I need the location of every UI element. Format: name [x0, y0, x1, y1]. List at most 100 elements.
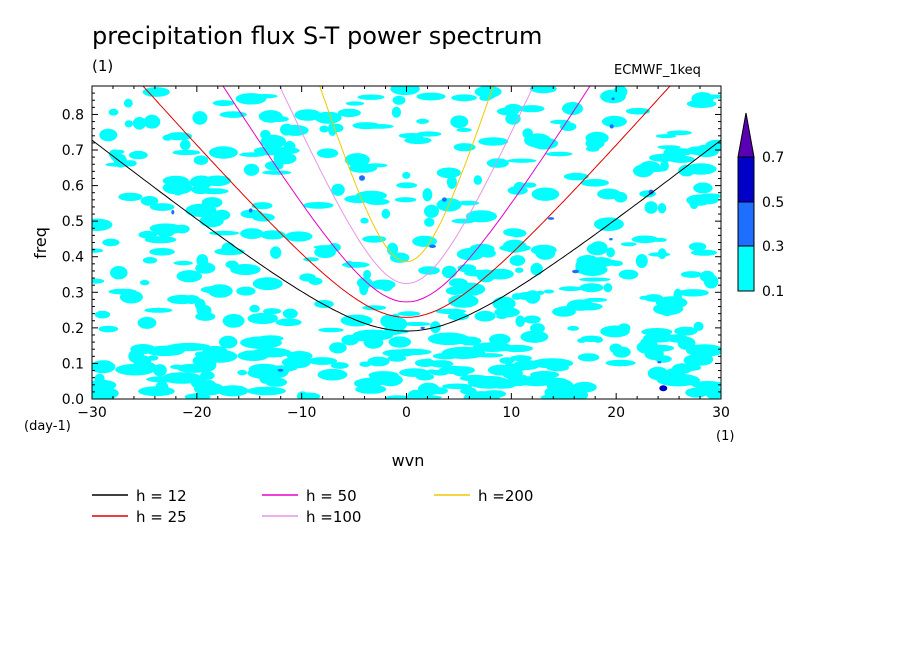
power-cell — [381, 208, 391, 219]
power-cell — [576, 255, 599, 267]
power-cell — [110, 266, 128, 280]
power-cell — [402, 171, 411, 179]
power-cell — [142, 257, 158, 264]
power-cell — [480, 249, 496, 258]
power-cell — [240, 228, 264, 240]
power-cell — [691, 249, 717, 256]
power-cell — [357, 94, 385, 100]
power-cell — [149, 203, 175, 211]
power-cell — [318, 327, 344, 333]
curve-h50 — [222, 86, 591, 303]
power-cell — [620, 242, 637, 247]
curve-h100 — [279, 86, 534, 285]
power-cell — [307, 357, 338, 365]
power-cell — [239, 152, 266, 157]
power-cell — [518, 105, 545, 113]
power-cell — [703, 274, 719, 289]
power-cell-high — [609, 238, 613, 241]
power-cell — [137, 316, 157, 329]
power-cell — [510, 355, 532, 362]
power-cell — [530, 358, 574, 369]
power-cell — [390, 86, 420, 96]
power-cell — [190, 376, 208, 388]
power-cell — [367, 356, 390, 367]
power-cell — [193, 155, 209, 165]
power-cell — [507, 158, 537, 163]
power-cell — [167, 294, 197, 305]
x-tick-label: 10 — [502, 405, 520, 421]
power-cell — [579, 283, 604, 293]
power-cell — [678, 164, 695, 177]
y-tick-label: 0.3 — [62, 285, 84, 301]
y-tick-label: 0.8 — [62, 107, 84, 123]
power-cell — [316, 148, 339, 158]
power-cell — [577, 338, 587, 343]
colorbar-label: 0.1 — [762, 284, 784, 300]
power-cell — [180, 139, 191, 151]
legend-label-h12: h = 12 — [136, 487, 187, 505]
power-cell — [317, 368, 348, 381]
power-cell — [606, 247, 615, 258]
power-cell — [354, 379, 373, 388]
axes: −30 −20 −10 0 10 20 30 0.0 0.1 0.2 0.3 0.4 0.5 0.6 0.7… — [62, 86, 730, 421]
power-cell — [686, 99, 717, 109]
power-cell — [657, 145, 681, 150]
power-cell — [249, 304, 260, 313]
power-cell — [513, 360, 541, 370]
power-cell — [686, 146, 705, 155]
power-cell — [159, 345, 185, 356]
y-unit-label: (day-1) — [24, 419, 71, 434]
power-cell — [666, 334, 689, 343]
power-cell-high — [359, 175, 365, 181]
power-cell — [593, 336, 603, 343]
power-cell — [443, 333, 461, 345]
power-cell — [691, 381, 721, 389]
power-cell — [240, 209, 263, 219]
power-cell — [138, 386, 175, 397]
power-cell — [392, 95, 406, 105]
power-cell — [422, 188, 433, 202]
power-cell — [676, 149, 686, 161]
power-cell-high — [429, 244, 436, 248]
colorbar-segment — [737, 156, 755, 203]
power-cell — [217, 385, 249, 397]
power-cell — [203, 349, 238, 363]
power-cell — [563, 172, 589, 181]
power-cell — [330, 123, 344, 133]
power-cell — [447, 312, 469, 321]
curve-h25 — [142, 86, 671, 318]
power-cell-high — [648, 189, 654, 195]
power-cell — [678, 289, 709, 297]
power-cell — [567, 299, 594, 311]
power-cell — [303, 202, 334, 209]
power-cell — [378, 374, 403, 387]
power-cell — [508, 229, 527, 238]
power-cell — [465, 210, 497, 223]
power-cell — [108, 288, 137, 295]
power-cell — [414, 359, 436, 367]
power-cell — [176, 270, 203, 283]
power-cell — [441, 265, 457, 279]
power-cell — [345, 101, 365, 106]
power-cell — [509, 255, 526, 266]
power-cell — [394, 197, 417, 203]
power-cell-high — [572, 269, 579, 274]
power-cell — [123, 160, 137, 167]
power-cell — [124, 120, 133, 128]
power-cell — [172, 149, 201, 156]
power-cell-high — [420, 326, 425, 330]
power-cell — [597, 188, 621, 200]
power-cell — [685, 344, 721, 357]
power-cell — [236, 286, 256, 296]
power-cell — [655, 296, 688, 310]
chart-title: precipitation flux S-T power spectrum — [92, 22, 543, 50]
power-cell — [453, 143, 476, 152]
dispersion-curves — [92, 86, 721, 332]
power-cell — [600, 325, 630, 338]
y-axis-label: freq — [31, 227, 50, 259]
power-cell — [521, 182, 537, 188]
power-cell — [589, 241, 608, 254]
power-cell — [270, 246, 282, 259]
power-cell — [404, 136, 432, 144]
power-cell-max — [659, 385, 668, 392]
